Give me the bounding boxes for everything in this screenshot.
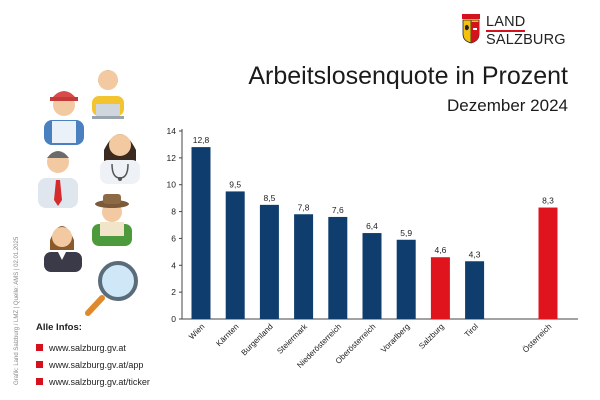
- bar: [225, 191, 245, 319]
- y-tick-label: 4: [171, 260, 176, 270]
- bar: [396, 239, 416, 319]
- y-tick-label: 14: [167, 126, 177, 136]
- info-link-row[interactable]: www.salzburg.gv.at: [36, 339, 150, 356]
- data-label: 8,3: [542, 196, 554, 206]
- x-tick-label: Salzburg: [417, 322, 446, 351]
- bar: [191, 147, 211, 319]
- y-tick-label: 2: [171, 287, 176, 297]
- bar: [328, 216, 348, 319]
- info-link-row[interactable]: www.salzburg.gv.at/app: [36, 356, 150, 373]
- coat-of-arms-icon: [462, 14, 480, 44]
- bar: [362, 233, 382, 319]
- logo-text-land: LAND: [486, 14, 526, 32]
- y-tick-label: 0: [171, 314, 176, 324]
- bar: [538, 207, 558, 319]
- data-label: 4,6: [434, 245, 446, 255]
- x-tick-label: Burgenland: [240, 322, 275, 357]
- infos-box: Alle Infos: www.salzburg.gv.at www.salzb…: [36, 322, 150, 390]
- info-link-website[interactable]: www.salzburg.gv.at: [49, 342, 126, 353]
- y-tick-label: 10: [167, 180, 177, 190]
- data-label: 9,5: [229, 179, 241, 189]
- bullet-square-icon: [36, 361, 43, 368]
- bullet-square-icon: [36, 378, 43, 385]
- chart-title: Arbeitslosenquote in Prozent: [248, 62, 568, 90]
- y-tick-label: 6: [171, 233, 176, 243]
- data-label: 7,8: [298, 202, 310, 212]
- bar: [430, 257, 450, 319]
- x-tick-label: Steiermark: [275, 321, 309, 355]
- info-link-app[interactable]: www.salzburg.gv.at/app: [49, 359, 144, 370]
- data-label: 5,9: [400, 228, 412, 238]
- logo-text-salzburg: SALZBURG: [486, 32, 566, 48]
- x-tick-label: Tirol: [463, 322, 480, 339]
- land-salzburg-logo: LAND SALZBURG: [462, 14, 572, 50]
- info-link-ticker[interactable]: www.salzburg.gv.at/ticker: [49, 376, 150, 387]
- info-link-row[interactable]: www.salzburg.gv.at/ticker: [36, 373, 150, 390]
- infos-title: Alle Infos:: [36, 322, 82, 333]
- y-tick-label: 8: [171, 207, 176, 217]
- data-label: 4,3: [469, 249, 481, 259]
- x-tick-label: Vorarlberg: [379, 322, 411, 354]
- chart-subtitle: Dezember 2024: [447, 96, 568, 115]
- bullet-square-icon: [36, 344, 43, 351]
- bar: [259, 204, 279, 319]
- y-tick-label: 12: [167, 153, 177, 163]
- x-tick-label: Kärnten: [214, 322, 240, 348]
- data-label: 8,5: [263, 193, 275, 203]
- data-label: 7,6: [332, 205, 344, 215]
- x-tick-label: Österreich: [521, 322, 553, 354]
- bar: [465, 261, 485, 319]
- data-label: 6,4: [366, 221, 378, 231]
- data-label: 12,8: [193, 135, 210, 145]
- bar: [294, 214, 314, 319]
- x-tick-label: Wien: [187, 322, 206, 341]
